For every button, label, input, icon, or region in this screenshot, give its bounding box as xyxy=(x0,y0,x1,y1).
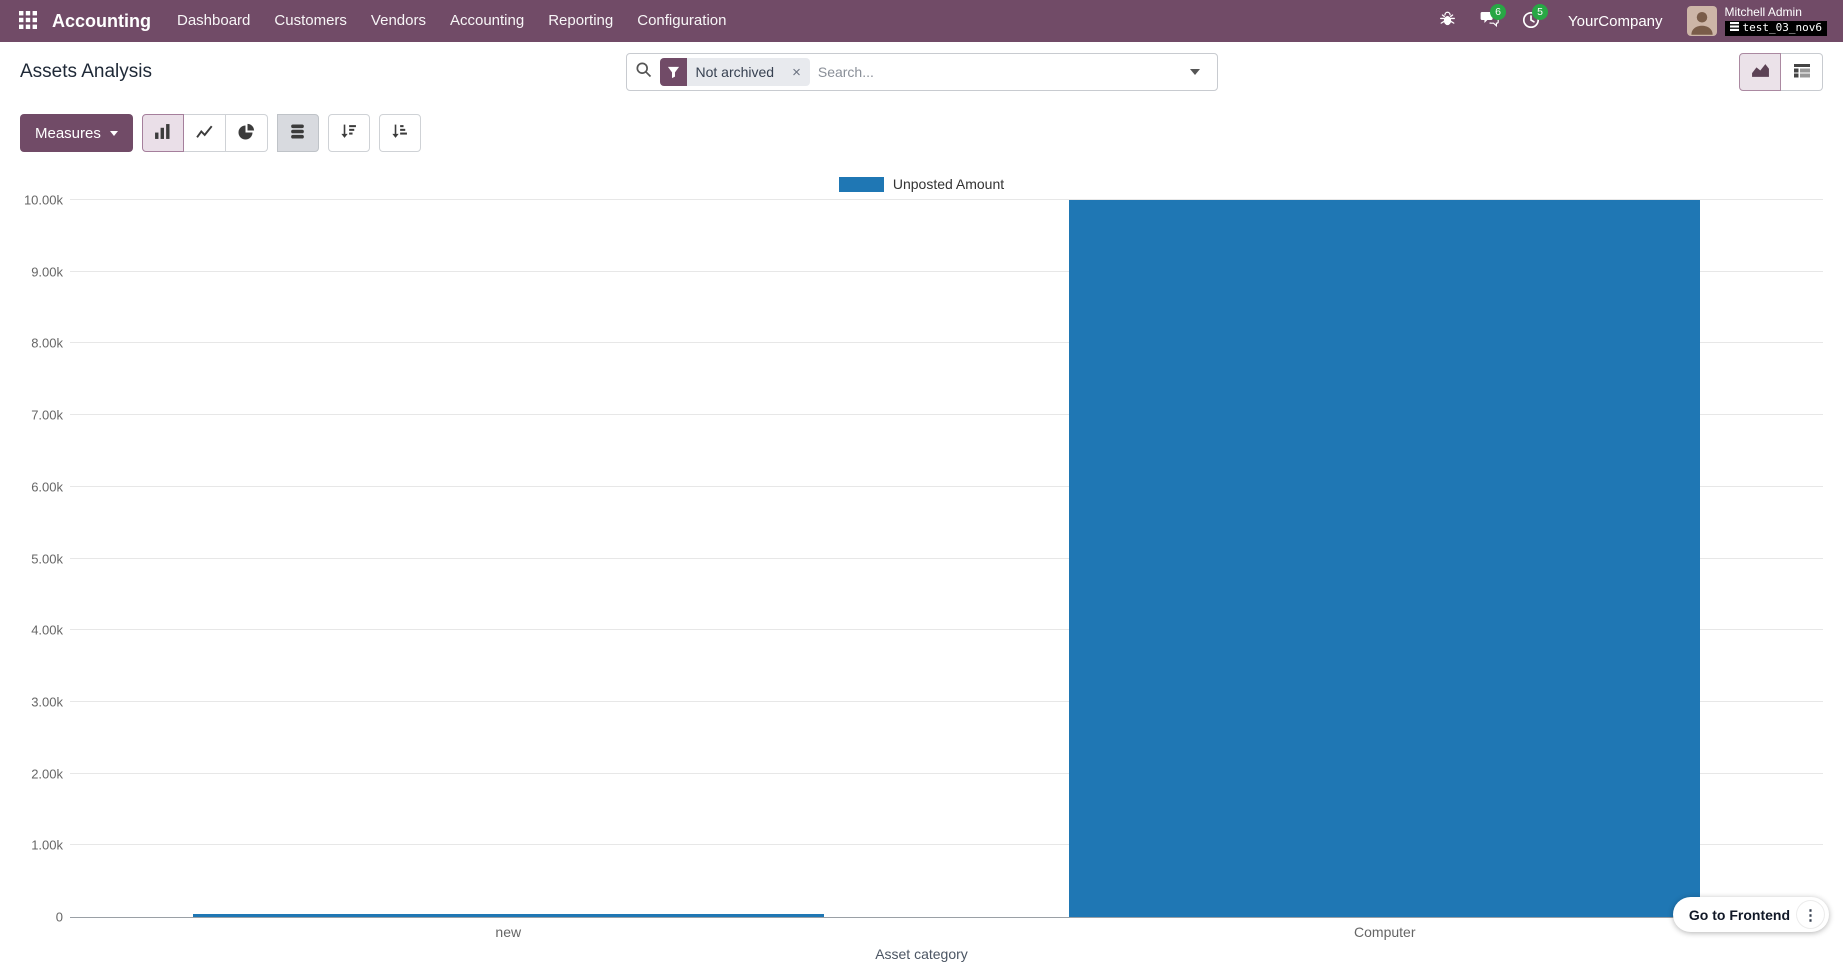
messages-badge: 6 xyxy=(1490,4,1506,20)
chart-band-new xyxy=(70,200,947,917)
gridline xyxy=(70,414,1823,416)
activities-badge: 5 xyxy=(1532,4,1548,20)
graph-toolbar: Measures xyxy=(0,102,1843,164)
search-icon xyxy=(635,61,652,83)
filter-facet[interactable]: Not archived × xyxy=(659,58,810,86)
chart-legend[interactable]: Unposted Amount xyxy=(14,168,1829,200)
menu-reporting[interactable]: Reporting xyxy=(548,12,614,29)
line-chart-button[interactable] xyxy=(183,114,226,152)
app-name: Accounting xyxy=(52,10,151,31)
search-bar[interactable]: Not archived × xyxy=(625,53,1218,91)
database-name: test_03_nov6 xyxy=(1742,21,1822,35)
bar-Computer[interactable] xyxy=(1069,200,1701,917)
gridline xyxy=(70,270,1823,272)
pie-chart-button[interactable] xyxy=(225,114,268,152)
area-chart-icon xyxy=(1751,63,1770,81)
x-axis-title: Asset category xyxy=(875,946,968,962)
stacked-group xyxy=(276,114,319,152)
x-axis-tick: Computer xyxy=(1354,924,1416,940)
y-axis-tick: 0 xyxy=(55,909,63,925)
gridline xyxy=(70,629,1823,631)
x-axis-labels: new Computer xyxy=(70,918,1823,946)
top-menus: Dashboard Customers Vendors Accounting Repor… xyxy=(165,0,738,42)
gridline xyxy=(70,485,1823,487)
messages-button[interactable]: 6 xyxy=(1470,0,1508,42)
chart-plot: 0 1.00k 2.00k 3.00k 4.00k 5.00k 6.00k 7.00k 8.00… xyxy=(24,193,1823,925)
filter-facet-label: Not archived xyxy=(695,64,775,80)
menu-configuration[interactable]: Configuration xyxy=(637,12,727,29)
y-axis-tick: 3.00k xyxy=(31,694,63,710)
measures-label: Measures xyxy=(35,124,101,142)
chart-area: Unposted Amount 0 1.00k 2.00k 3.00k 4.00k 5.0… xyxy=(0,164,1843,972)
legend-label: Unposted Amount xyxy=(892,176,1005,192)
y-axis-tick: 5.00k xyxy=(31,551,63,566)
bar-new[interactable] xyxy=(192,914,824,917)
frontend-options-button[interactable]: ⋮ xyxy=(1797,901,1824,928)
gridline xyxy=(70,844,1823,846)
chevron-down-icon xyxy=(109,130,118,136)
x-axis-tick: new xyxy=(495,924,522,940)
sort-descending-icon xyxy=(340,123,357,143)
sort-ascending-button[interactable] xyxy=(378,114,421,152)
gridline xyxy=(70,557,1823,559)
gridline xyxy=(70,199,1823,200)
y-axis-tick: 6.00k xyxy=(31,479,63,495)
apps-menu-button[interactable] xyxy=(10,0,46,42)
menu-dashboard[interactable]: Dashboard xyxy=(177,12,251,29)
legend-swatch xyxy=(838,176,884,192)
user-text: Mitchell Admin test_03_nov6 xyxy=(1724,5,1827,36)
chevron-down-icon xyxy=(1189,69,1200,75)
y-axis-tick: 7.00k xyxy=(31,407,63,423)
debug-button[interactable] xyxy=(1428,0,1466,42)
pivot-view-button[interactable] xyxy=(1781,53,1823,91)
measures-button[interactable]: Measures xyxy=(20,114,133,152)
y-axis-tick: 2.00k xyxy=(31,766,63,782)
gridline xyxy=(70,700,1823,702)
menu-accounting[interactable]: Accounting xyxy=(449,12,525,29)
user-menu[interactable]: Mitchell Admin test_03_nov6 xyxy=(1681,0,1833,42)
gridline xyxy=(70,772,1823,774)
company-switcher[interactable]: YourCompany xyxy=(1554,0,1677,42)
go-to-frontend-pill[interactable]: Go to Frontend ⋮ xyxy=(1672,897,1829,932)
sort-ascending-icon xyxy=(391,123,408,143)
page-title: Assets Analysis xyxy=(20,61,152,82)
topbar-left: Accounting Dashboard Customers Vendors Acco… xyxy=(10,0,738,42)
menu-customers[interactable]: Customers xyxy=(274,12,347,29)
chart-band-Computer xyxy=(947,200,1824,917)
gridline xyxy=(70,342,1823,344)
y-axis-tick: 1.00k xyxy=(31,837,63,853)
chart-bars xyxy=(70,200,1823,917)
topbar-right: 6 5 YourCompany Mitchell Admin xyxy=(1428,0,1833,42)
database-badge: test_03_nov6 xyxy=(1724,21,1827,36)
top-navbar: Accounting Dashboard Customers Vendors Acco… xyxy=(0,0,1843,42)
bug-icon xyxy=(1439,11,1456,31)
user-name: Mitchell Admin xyxy=(1724,5,1802,20)
avatar xyxy=(1686,6,1717,36)
pivot-table-icon xyxy=(1793,63,1811,82)
chart-type-group xyxy=(141,114,268,152)
sort-descending-button[interactable] xyxy=(327,114,370,152)
pie-chart-icon xyxy=(238,123,255,143)
graph-view-button[interactable] xyxy=(1739,53,1781,91)
apps-grid-icon xyxy=(19,10,37,32)
search-dropdown-toggle[interactable] xyxy=(1181,54,1209,90)
bar-chart-button[interactable] xyxy=(141,114,184,152)
control-panel: Assets Analysis Not archived × xyxy=(0,42,1843,102)
stacked-icon xyxy=(289,123,306,143)
y-axis-tick: 10.00k xyxy=(23,192,63,208)
y-axis-tick: 8.00k xyxy=(31,335,63,351)
search-input[interactable] xyxy=(817,64,1173,80)
bar-chart-icon xyxy=(154,123,171,143)
remove-filter-button[interactable]: × xyxy=(783,58,810,86)
database-icon xyxy=(1729,22,1739,35)
view-switcher xyxy=(1739,53,1823,91)
line-chart-icon xyxy=(196,123,213,143)
go-to-frontend-label: Go to Frontend xyxy=(1688,906,1790,923)
menu-vendors[interactable]: Vendors xyxy=(370,12,426,29)
y-axis-tick: 4.00k xyxy=(31,622,63,638)
y-axis-tick: 9.00k xyxy=(31,264,63,280)
filter-funnel-icon xyxy=(659,58,687,86)
activities-button[interactable]: 5 xyxy=(1512,0,1550,42)
stacked-toggle-button[interactable] xyxy=(276,114,319,152)
